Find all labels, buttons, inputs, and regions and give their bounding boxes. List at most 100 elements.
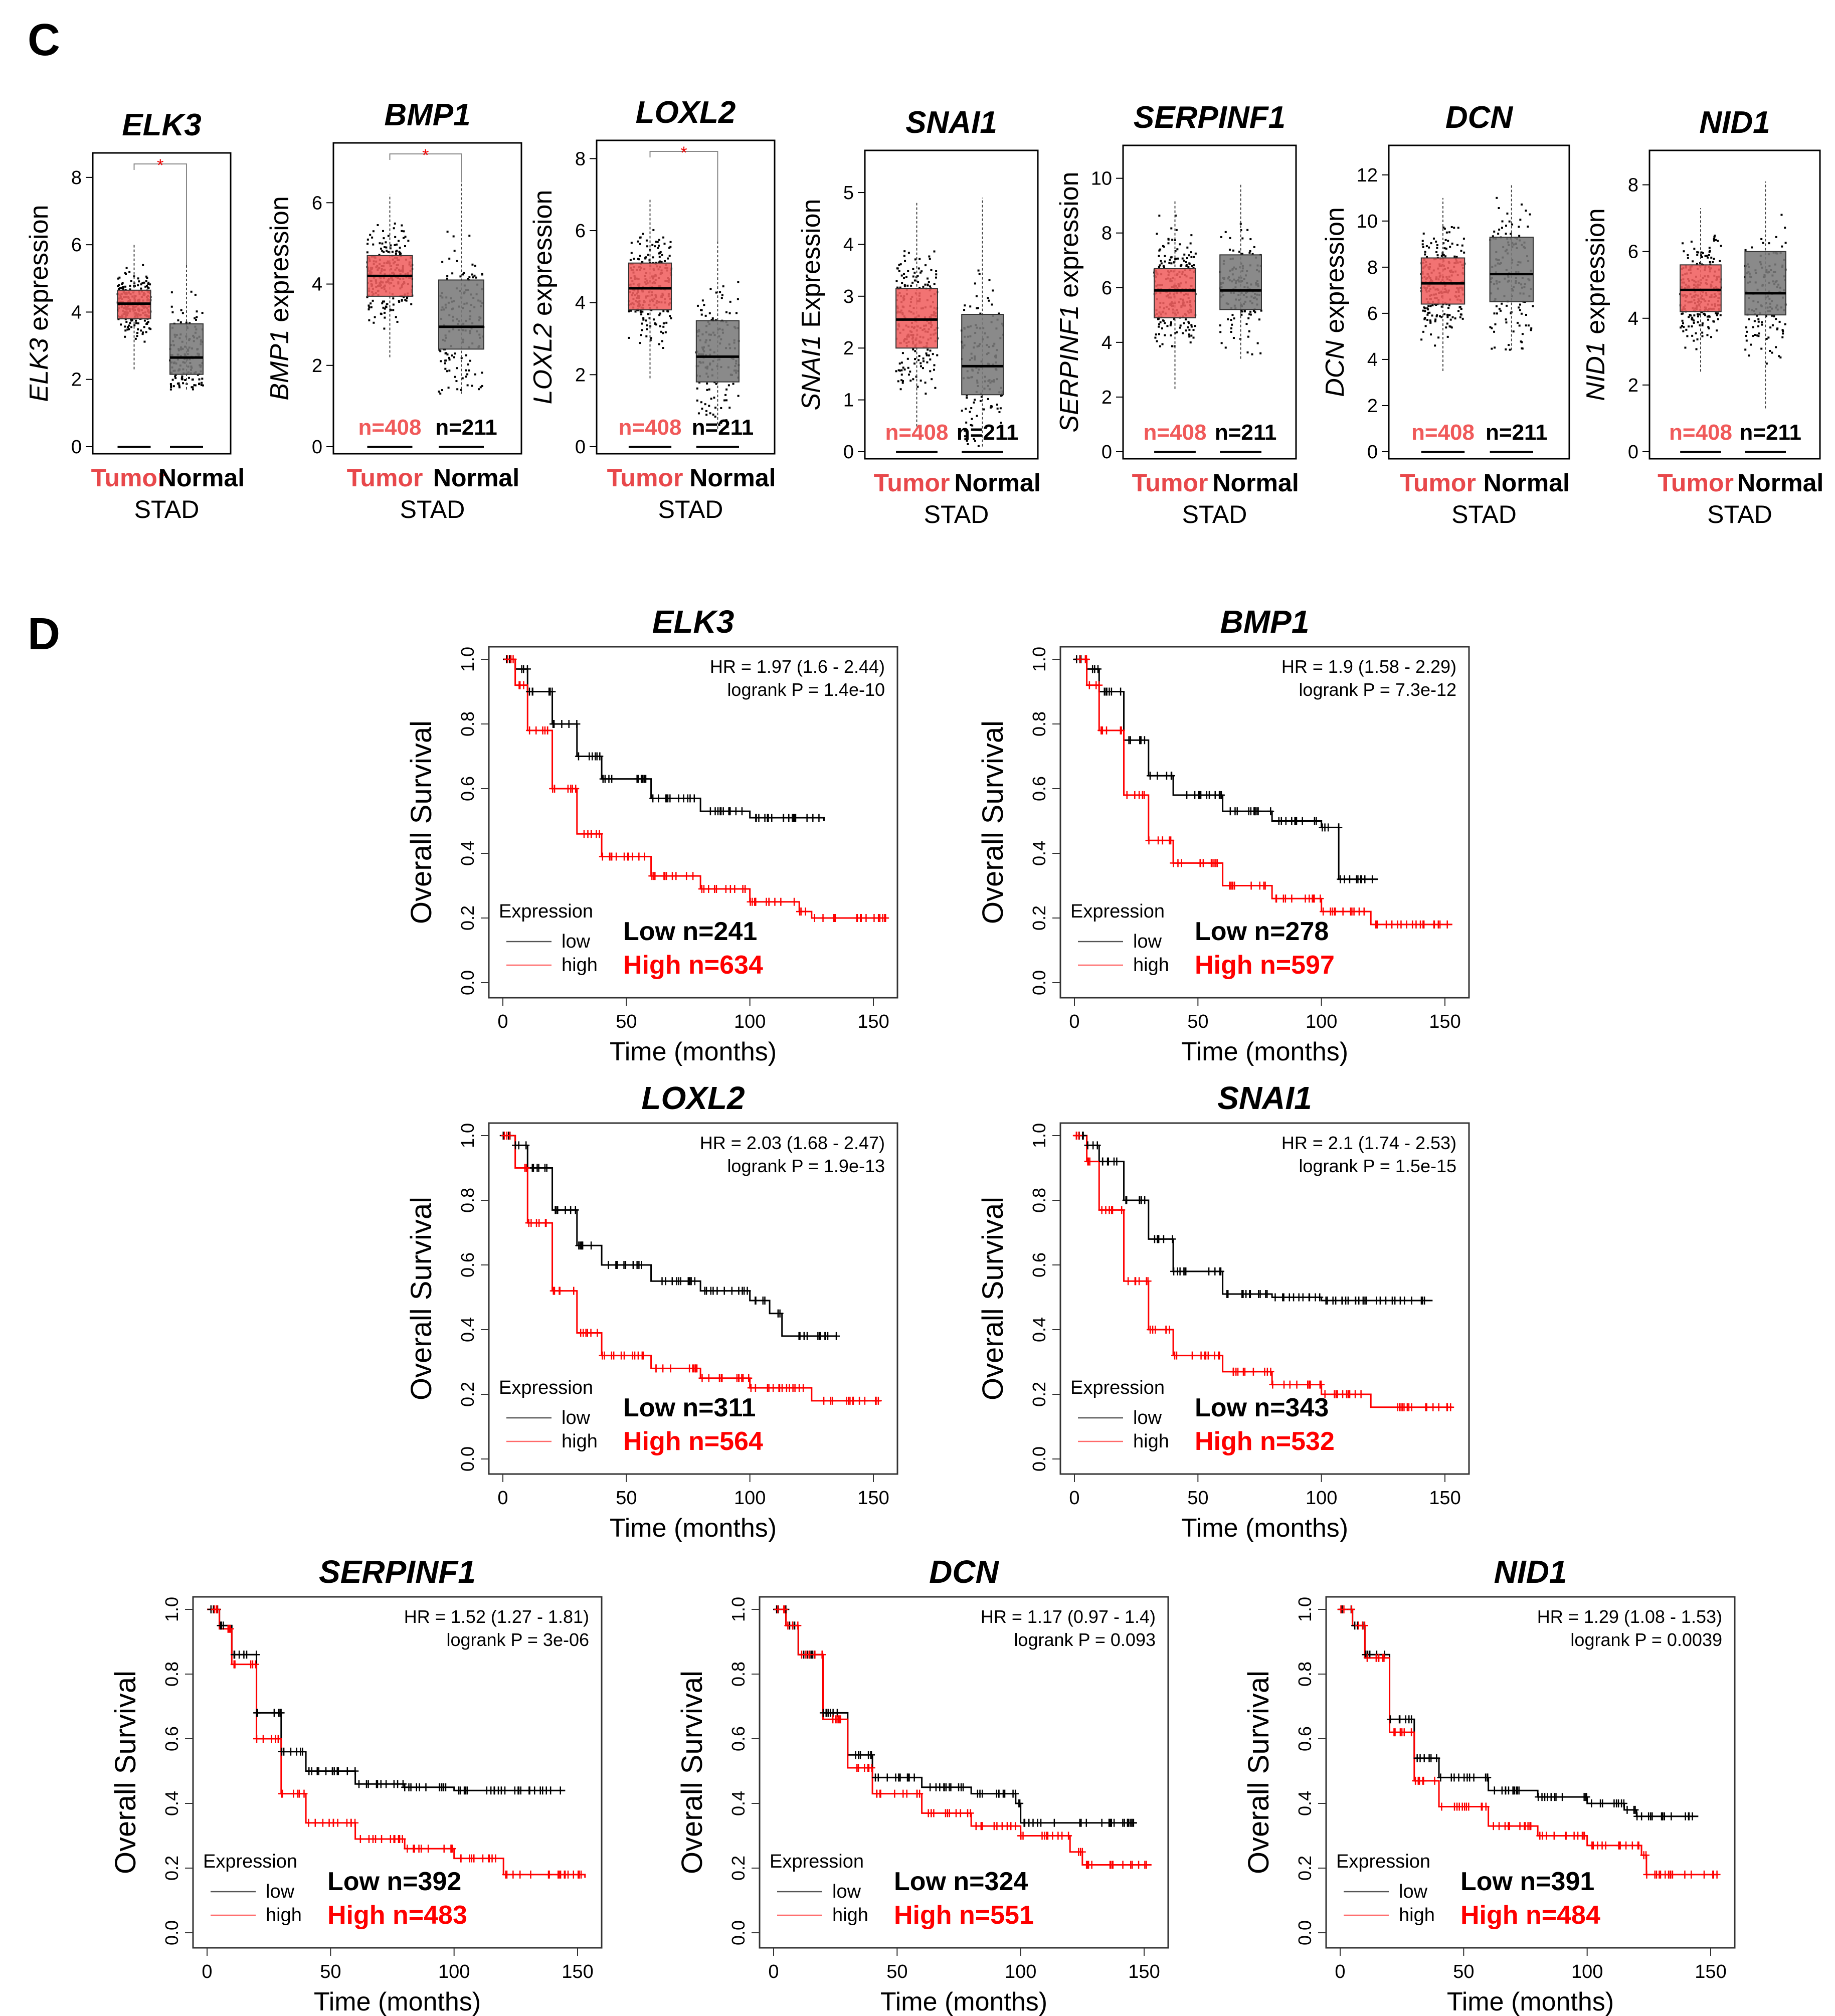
data-point: [1695, 348, 1698, 350]
y-tick-label: 2: [1628, 375, 1638, 396]
data-point: [392, 297, 395, 300]
data-point: [1187, 266, 1190, 268]
censor-mark: [577, 1329, 585, 1337]
censor-mark: [932, 1783, 940, 1791]
censor-mark: [1522, 1822, 1529, 1830]
censor-mark: [852, 1751, 859, 1759]
censor-mark: [1386, 1715, 1394, 1724]
data-point: [174, 374, 177, 376]
legend-low-label: low: [1133, 1407, 1162, 1428]
data-point: [1186, 246, 1189, 249]
data-point: [696, 387, 698, 390]
y-tick-label: 0.6: [161, 1726, 182, 1751]
y-tick-label: 1.0: [728, 1597, 749, 1622]
censor-mark: [470, 1854, 478, 1863]
data-point: [663, 322, 665, 324]
censor-mark: [1188, 1351, 1196, 1360]
normal-label: Normal: [1737, 469, 1823, 497]
censor-mark: [1178, 859, 1185, 867]
data-point: [925, 393, 927, 395]
data-point: [1784, 323, 1786, 325]
data-point: [403, 230, 405, 233]
data-point: [1505, 232, 1507, 235]
censor-mark: [599, 775, 607, 783]
censor-mark: [891, 1789, 898, 1798]
data-point: [1767, 336, 1770, 339]
low-n-label: Low n=324: [894, 1867, 1028, 1896]
censor-mark: [521, 1164, 529, 1172]
y-tick-label: 6: [312, 193, 322, 214]
censor-mark: [1050, 1818, 1058, 1827]
data-point: [1701, 324, 1704, 326]
data-point: [380, 247, 382, 250]
data-point: [652, 318, 655, 321]
legend-high-label: high: [266, 1905, 302, 1926]
data-point: [1188, 335, 1191, 338]
y-tick-label: 0.6: [1295, 1726, 1315, 1751]
censor-mark: [378, 1835, 386, 1843]
data-point: [1696, 251, 1699, 254]
censor-mark: [735, 1374, 743, 1382]
data-point: [715, 383, 717, 385]
data-point: [1760, 238, 1763, 240]
censor-mark: [1357, 1390, 1365, 1398]
data-point: [1245, 323, 1248, 325]
data-point: [383, 300, 386, 303]
data-point: [903, 250, 906, 253]
censor-mark: [1599, 1799, 1606, 1807]
y-axis-label: ELK3 expression: [25, 205, 54, 402]
censor-mark: [279, 1789, 286, 1798]
censor-mark: [1438, 1802, 1445, 1811]
data-point: [642, 318, 645, 321]
data-point: [117, 277, 119, 280]
data-point: [1157, 318, 1160, 320]
data-point: [929, 285, 932, 288]
data-point: [914, 258, 916, 261]
censor-mark: [1085, 681, 1093, 689]
data-point: [137, 277, 139, 280]
y-tick-label: 0.0: [161, 1920, 182, 1945]
data-point: [174, 375, 176, 378]
censor-mark: [1019, 1831, 1027, 1840]
data-point: [1455, 256, 1458, 258]
data-point: [658, 239, 660, 241]
cohort-label: STAD: [1182, 500, 1247, 528]
data-point: [1706, 334, 1709, 336]
censor-mark: [1211, 1267, 1219, 1275]
data-point: [1696, 254, 1699, 256]
data-point: [1779, 356, 1782, 358]
data-point: [370, 306, 373, 308]
censor-mark: [253, 1651, 260, 1659]
censor-mark: [1414, 1776, 1422, 1785]
censor-mark: [830, 914, 837, 922]
legend-high-label: high: [1133, 1431, 1169, 1452]
y-tick-label: 6: [1102, 278, 1112, 299]
censor-mark: [667, 1364, 674, 1373]
y-axis-label: SNAI1 Expression: [797, 199, 826, 411]
data-point: [1745, 339, 1748, 342]
data-point: [1174, 258, 1177, 260]
censor-mark: [1511, 1786, 1518, 1795]
censor-mark: [1136, 1277, 1143, 1286]
censor-mark: [516, 1870, 524, 1879]
x-tick-label: 150: [1128, 1961, 1160, 1982]
data-point: [654, 322, 656, 325]
data-point: [120, 287, 123, 289]
data-point: [991, 303, 993, 306]
data-point: [903, 273, 905, 275]
data-point: [929, 358, 932, 360]
censor-mark: [300, 1789, 308, 1798]
data-point: [1696, 263, 1698, 265]
data-point: [444, 368, 447, 370]
data-point: [438, 348, 441, 351]
censor-mark: [599, 852, 606, 861]
data-point: [1427, 311, 1429, 314]
data-point: [638, 258, 640, 261]
y-tick-label: 2: [1367, 396, 1378, 417]
data-point: [451, 354, 453, 357]
censor-mark: [1390, 1728, 1398, 1737]
data-point: [1169, 259, 1171, 261]
data-point: [1760, 347, 1763, 350]
y-tick-label: 1.0: [1295, 1597, 1315, 1622]
